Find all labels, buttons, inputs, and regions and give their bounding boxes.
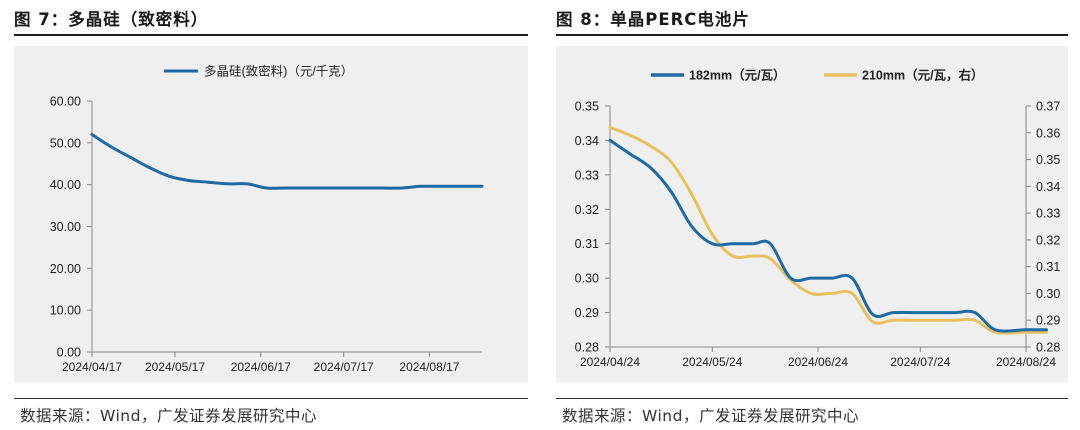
- series-line: [90, 133, 484, 190]
- y-tick-label-left: 0.31: [575, 237, 599, 251]
- x-tick-label: 2024/08/24: [996, 355, 1056, 369]
- series-line: [608, 125, 1048, 335]
- y-tick-label-left: 0.30: [575, 272, 599, 286]
- y-tick-label-left: 0.28: [575, 341, 599, 355]
- title-rule: [556, 34, 1068, 36]
- y-tick-label-right: 0.28: [1036, 341, 1060, 355]
- figure-title: 图 7：多晶硅（致密料）: [14, 10, 209, 29]
- legend-label: 210mm（元/瓦，右）: [862, 68, 984, 83]
- x-tick-label: 2024/04/24: [580, 355, 640, 369]
- title-rule: [14, 34, 528, 36]
- x-tick-label: 2024/06/17: [231, 360, 291, 374]
- y-tick-label-right: 0.34: [1036, 180, 1060, 194]
- y-tick-label-left: 0.34: [575, 134, 599, 148]
- figure-8-panel: 图 8：单晶PERC电池片 0.28 0.29 0.30 0.31 0.32 0.33 0.…: [556, 0, 1068, 430]
- y-tick-label: 0.00: [57, 346, 81, 360]
- y-tick-label-left: 0.32: [575, 203, 599, 217]
- y-tick-label: 50.00: [50, 136, 81, 150]
- y-tick-label-left: 0.35: [575, 100, 599, 114]
- y-tick-label-right: 0.30: [1036, 287, 1060, 301]
- legend-label: 多晶硅(致密料)（元/千克）: [204, 64, 353, 79]
- y-tick-label: 20.00: [50, 262, 81, 276]
- y-tick-label-right: 0.29: [1036, 314, 1060, 328]
- y-tick-label-right: 0.35: [1036, 153, 1060, 167]
- x-tick-label: 2024/04/17: [62, 360, 122, 374]
- y-tick-label-right: 0.31: [1036, 260, 1060, 274]
- series-line: [608, 138, 1048, 333]
- source-rule: [14, 398, 528, 399]
- y-tick-label-right: 0.37: [1036, 100, 1060, 114]
- polysilicon-chart: 0.00 10.00 20.00 30.00 40.00 50.00 60.00 2024/0…: [50, 64, 484, 374]
- x-tick-label: 2024/07/17: [314, 360, 374, 374]
- y-tick-label-left: 0.29: [575, 306, 599, 320]
- data-source: 数据来源：Wind，广发证券发展研究中心: [562, 407, 859, 425]
- y-tick-label-right: 0.32: [1036, 233, 1060, 247]
- x-tick-label: 2024/07/24: [890, 355, 950, 369]
- y-tick-label: 30.00: [50, 220, 81, 234]
- perc-cell-chart: 0.28 0.29 0.30 0.31 0.32 0.33 0.34 0.35 0.28 0.29…: [575, 68, 1061, 370]
- source-rule: [556, 398, 1068, 399]
- plot-background: [14, 46, 528, 382]
- x-tick-label: 2024/08/17: [399, 360, 459, 374]
- figure-7-panel: 图 7：多晶硅（致密料） 0.00 10.00 20.00 30.00 40.00 50.…: [14, 0, 528, 430]
- y-tick-label: 60.00: [50, 95, 81, 109]
- x-tick-label: 2024/05/24: [682, 355, 742, 369]
- y-tick-label-right: 0.36: [1036, 126, 1060, 140]
- y-tick-label: 10.00: [50, 304, 81, 318]
- y-tick-label: 40.00: [50, 178, 81, 192]
- x-tick-label: 2024/06/24: [788, 355, 848, 369]
- y-tick-label-left: 0.33: [575, 168, 599, 182]
- x-tick-label: 2024/05/17: [145, 360, 205, 374]
- legend-label: 182mm（元/瓦）: [689, 68, 786, 83]
- y-tick-label-right: 0.33: [1036, 207, 1060, 221]
- figure-title: 图 8：单晶PERC电池片: [556, 10, 750, 29]
- data-source: 数据来源：Wind，广发证券发展研究中心: [20, 407, 317, 425]
